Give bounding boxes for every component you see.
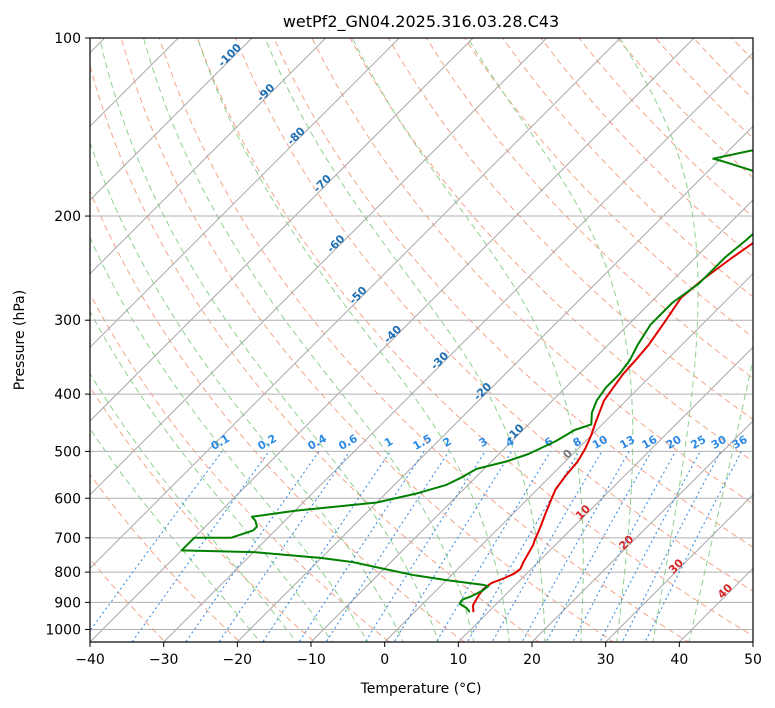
x-tick-label: 20 <box>523 652 541 668</box>
isotherm-line <box>162 51 753 642</box>
temperature-profile-line <box>472 241 753 613</box>
mixing-ratio-line <box>572 451 676 642</box>
mixing-ratio-line <box>393 451 513 642</box>
mixing-ratio-line <box>599 451 701 642</box>
moist-adiabat-line <box>90 427 261 642</box>
isotherm-line <box>90 38 401 349</box>
mixing-ratio-line <box>90 451 223 632</box>
isotherm-line <box>0 11 58 654</box>
dry-adiabat-line <box>235 38 753 592</box>
mixing-ratio-line <box>131 451 270 642</box>
plot-frame <box>89 37 754 643</box>
isotherm-line <box>90 38 253 201</box>
isotherm-line <box>457 346 753 642</box>
isotherm-line <box>531 420 753 642</box>
moist-adiabat-line <box>264 38 546 642</box>
x-tick-label: 30 <box>597 652 615 668</box>
x-tick-label: 10 <box>449 652 467 668</box>
y-axis-label: Pressure (hPa) <box>12 290 28 390</box>
dry-adiabat-line <box>90 385 316 642</box>
isotherm-line <box>90 38 548 496</box>
y-tick-label: 1000 <box>45 622 81 638</box>
dry-adiabat-line <box>425 38 753 379</box>
x-axis-ticks: −40 −30 −20 −10 0 10 20 30 40 50 <box>75 642 762 668</box>
x-tick-label: −20 <box>223 652 253 668</box>
isotherm-line <box>90 38 180 128</box>
moist-adiabat-line <box>142 38 475 642</box>
mixing-ratio-line <box>621 451 722 642</box>
moist-adiabat-line <box>90 140 404 642</box>
dry-adiabat-line <box>90 473 241 642</box>
dry-adiabat-line <box>502 38 753 298</box>
dry-adiabat-line <box>120 38 615 642</box>
y-tick-label: 200 <box>54 209 81 225</box>
y-tick-label: 700 <box>54 531 81 547</box>
profile-series <box>180 149 753 613</box>
pressure-gridlines <box>90 38 753 630</box>
moist-adiabat-line <box>99 38 440 642</box>
dry-adiabat-line <box>464 38 753 338</box>
moist-adiabat-line <box>467 38 634 642</box>
x-tick-label: 40 <box>670 652 688 668</box>
dry-adiabat-line <box>311 38 753 505</box>
y-tick-label: 500 <box>54 444 81 460</box>
moist-adiabat-line <box>90 310 333 642</box>
chart-title: wetPf2_GN04.2025.316.03.28.C43 <box>283 12 559 32</box>
y-tick-label: 400 <box>54 387 81 403</box>
plot-background <box>90 38 753 642</box>
x-tick-label: −40 <box>75 652 105 668</box>
dry-adiabat-line <box>90 63 540 642</box>
moist-adiabat-line <box>351 38 584 642</box>
isotherm-line <box>236 125 753 642</box>
moist-adiabats <box>90 38 753 642</box>
x-tick-label: 0 <box>380 652 389 668</box>
dewpoint-profile-line <box>180 149 753 613</box>
y-tick-label: 900 <box>54 595 81 611</box>
y-tick-label: 100 <box>54 31 81 47</box>
mixing-ratio-line <box>364 451 486 642</box>
dry-adiabat-line <box>158 38 690 642</box>
moist-adiabat-line <box>619 38 699 642</box>
y-tick-label: 600 <box>54 491 81 507</box>
x-axis-label: Temperature (°C) <box>360 681 482 697</box>
moist-adiabat-line <box>90 372 297 642</box>
y-tick-label: 800 <box>54 565 81 581</box>
moist-adiabat-line <box>90 236 369 642</box>
mixing-ratio-line <box>644 451 742 642</box>
moist-adiabat-line <box>196 38 510 642</box>
isotherm-line <box>90 38 327 275</box>
isotherm-line <box>90 38 622 570</box>
y-tick-label: 300 <box>54 313 81 329</box>
x-tick-label: −10 <box>296 652 326 668</box>
mixing-ratio-line <box>325 451 450 642</box>
dry-adiabat-line <box>90 292 391 642</box>
isotherm-line <box>310 199 753 642</box>
x-tick-label: 50 <box>744 652 762 668</box>
moist-adiabat-line <box>688 356 753 642</box>
dry-adiabat-line <box>90 189 465 642</box>
isotherm-line <box>90 38 474 422</box>
y-axis-ticks: 100 200 300 400 500 600 700 800 900 1000 <box>45 31 90 638</box>
isotherm-line <box>383 272 753 642</box>
isotherm-line <box>604 493 753 642</box>
mixing-ratio-line <box>435 451 552 642</box>
x-tick-label: −30 <box>149 652 179 668</box>
dry-adiabat-line <box>196 38 753 637</box>
